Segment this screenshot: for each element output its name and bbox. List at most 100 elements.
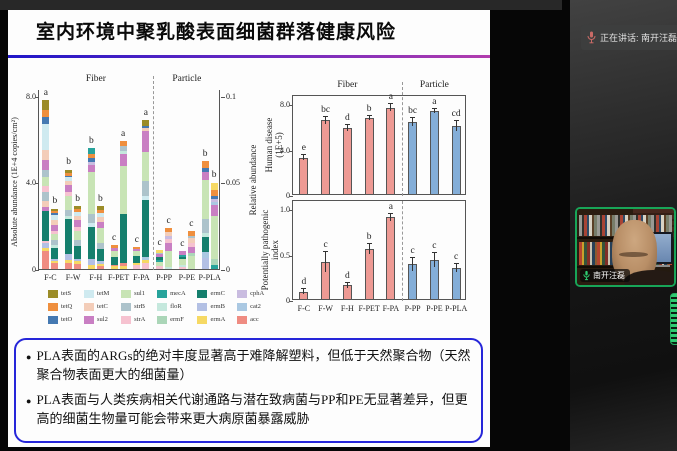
- error-bar-cap: [301, 153, 307, 155]
- legend-item-mecA: mecA: [157, 287, 193, 300]
- bar-segment-tetC: [42, 149, 50, 160]
- legend-item-ermC: ermC: [197, 287, 233, 300]
- legend-swatch: [84, 315, 95, 324]
- significance-letter: d: [345, 113, 350, 124]
- participant-shoulder: [623, 269, 674, 285]
- legend-swatch: [121, 289, 132, 298]
- bar-P-PE: [429, 111, 439, 194]
- bar-F-PET: [364, 117, 374, 194]
- bar-segment-floR: [51, 245, 59, 248]
- error-bar-cap: [453, 119, 459, 121]
- bar-segment-acc: [65, 262, 73, 269]
- significance-letter: e: [301, 142, 306, 153]
- legend-label: mecA: [170, 290, 186, 297]
- significance-letter: c: [166, 215, 171, 226]
- bar-segment-sul2: [165, 243, 173, 251]
- summary-bullet: ● PLA表面与人类疾病相关代谢通路与潜在致病菌与PP和PE无显著差异，但更高的…: [26, 391, 471, 429]
- bar-segment-ermC: [87, 227, 95, 259]
- arg-legend: tetS tetQ tetO tetM tetC sul2 sul1 strB strA mecA…: [48, 287, 272, 329]
- participant-video-tile[interactable]: 南开汪磊: [575, 207, 676, 287]
- microphone-icon: [587, 31, 596, 44]
- bar-segment-sul1: [74, 230, 82, 241]
- bar-segment-sul2: [87, 164, 95, 173]
- y-axis-tick: [35, 96, 39, 98]
- bar-segment-tetM: [51, 215, 59, 221]
- error-bar: [433, 252, 435, 268]
- bar-segment-sul2: [187, 246, 195, 254]
- bar-segment-sul1: [187, 256, 195, 269]
- stacked-bar-abs: [65, 169, 73, 269]
- bar-segment-tetM: [42, 123, 50, 150]
- desk-edge: [644, 265, 671, 268]
- bar-segment-ermC: [96, 248, 104, 261]
- significance-letter: c: [410, 246, 415, 257]
- error-bar-cap: [366, 114, 372, 116]
- legend-swatch: [84, 289, 95, 298]
- y-axis-tick-label: 0.05: [226, 178, 240, 188]
- bar-segment-strA: [42, 185, 50, 193]
- legend-item-floR: floR: [157, 300, 193, 313]
- bar-segment-tetS: [42, 100, 50, 111]
- bar-segment-tetQ: [119, 141, 127, 146]
- y-axis-tick: [289, 196, 293, 197]
- significance-letter: c: [180, 238, 185, 249]
- significance-letter: c: [112, 233, 117, 244]
- legend-label: tetM: [97, 290, 110, 297]
- legend-swatch: [121, 302, 132, 311]
- x-axis-label: F-PET: [107, 273, 130, 282]
- bar-segment-ermA: [87, 265, 95, 269]
- significance-letter: c: [189, 219, 194, 230]
- bar-segment-tetQ: [133, 247, 141, 250]
- y-axis-tick-label: 4.0: [280, 145, 290, 155]
- significance-letter: d: [345, 270, 350, 281]
- bullet-text: PLA表面的ARGs的绝对丰度显著高于难降解塑料，但低于天然聚合物（天然聚合物表…: [36, 348, 471, 382]
- bar-segment-strB: [74, 240, 82, 246]
- bar-segment-strB: [65, 209, 73, 217]
- legend-item-strA: strA: [121, 313, 153, 326]
- y-axis-tick-label: 1.0: [280, 205, 290, 215]
- stacked-bar-rel: [119, 141, 127, 269]
- error-bar-cap: [453, 263, 459, 265]
- error-bar: [455, 264, 457, 272]
- x-axis-label: P-PLA: [445, 304, 468, 313]
- error-bar: [325, 116, 327, 124]
- bar-segment-strA: [74, 226, 82, 231]
- bar-segment-strB: [87, 214, 95, 223]
- mic-on-icon: [583, 270, 590, 281]
- stacked-bar-rel: [165, 227, 173, 269]
- bar-segment-sul1: [119, 166, 127, 214]
- bar-segment-sul2: [133, 249, 141, 252]
- stacked-bar-rel: [142, 119, 150, 269]
- bar-segment-tetC: [142, 128, 150, 132]
- bar-segment-strB: [201, 219, 209, 234]
- legend-label: tetQ: [61, 303, 73, 310]
- bar-segment-ermC: [65, 218, 73, 255]
- bar-segment-ermA: [119, 265, 127, 269]
- bar-segment-ermB: [74, 258, 82, 262]
- bar-segment-tetO: [87, 157, 95, 162]
- bar-segment-sul2: [110, 248, 118, 251]
- stacked-bar-rel: [96, 206, 104, 269]
- y-axis-tick: [221, 183, 225, 185]
- bar-segment-acc: [42, 250, 50, 269]
- error-bar: [390, 213, 392, 221]
- bar-segment-acc: [74, 263, 82, 269]
- legend-label: acc: [250, 316, 259, 323]
- bar-segment-tetQ: [187, 231, 195, 236]
- bar-segment-sul1: [51, 234, 59, 241]
- significance-letter: a: [388, 92, 393, 103]
- bar-segment-ermA: [65, 260, 73, 263]
- bar-segment-strA: [165, 238, 173, 244]
- bar-segment-strB: [142, 180, 150, 197]
- significance-letter: bc: [408, 106, 418, 117]
- bar-segment-ermA: [42, 248, 50, 251]
- significance-letter: b: [52, 196, 58, 207]
- significance-letter: d: [301, 277, 307, 287]
- bar-segment-acc: [119, 262, 127, 266]
- bar-segment-ermC: [110, 257, 118, 265]
- error-bar-cap: [431, 251, 437, 253]
- bar-segment-strA: [156, 266, 164, 269]
- error-bar: [433, 108, 435, 114]
- bar-segment-sul1: [87, 172, 95, 215]
- legend-swatch: [48, 289, 58, 298]
